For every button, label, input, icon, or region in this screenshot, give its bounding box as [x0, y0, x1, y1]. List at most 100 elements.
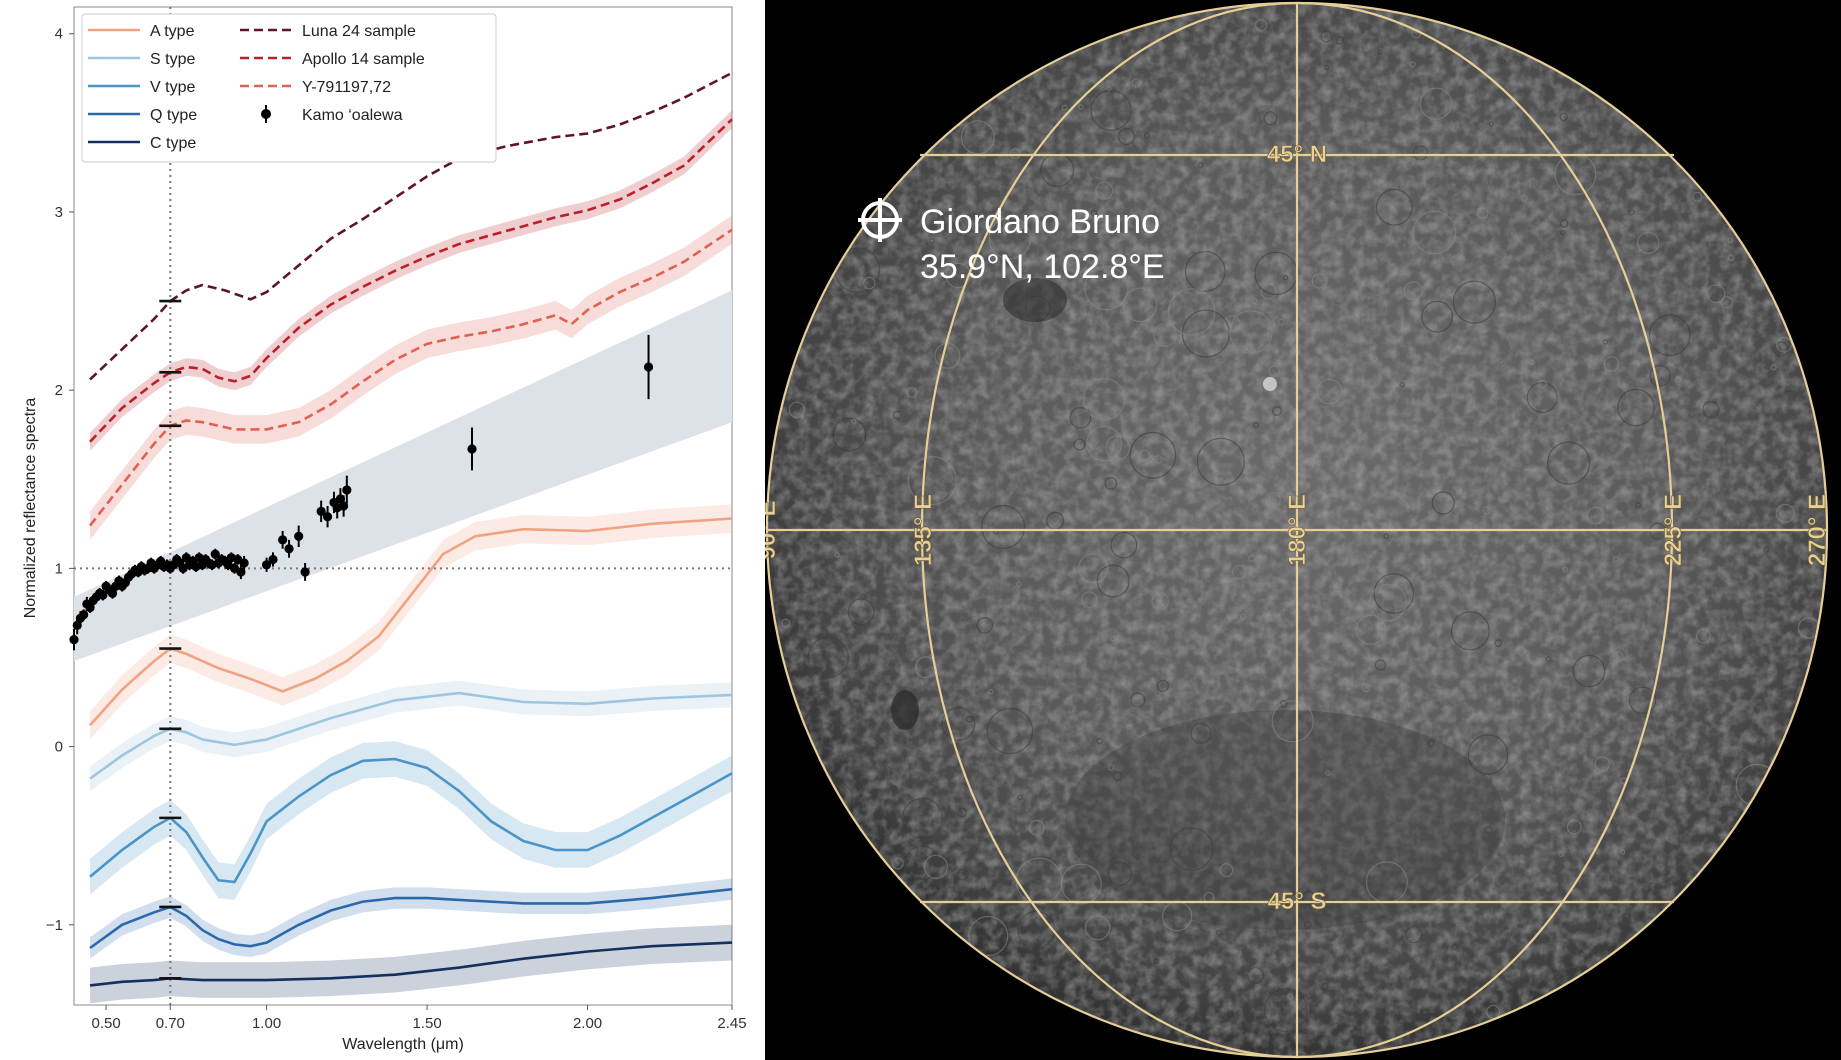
crater: [1144, 132, 1151, 139]
crater: [1083, 378, 1126, 421]
crater: [1271, 700, 1314, 743]
crater: [1375, 188, 1413, 226]
crater: [1692, 191, 1703, 202]
x-tick-label: 1.50: [412, 1015, 441, 1032]
crosshair-icon: [858, 198, 902, 242]
crater: [1413, 145, 1429, 161]
crater: [1594, 756, 1611, 772]
crater: [1104, 477, 1118, 490]
crater: [1520, 194, 1528, 202]
lunar-map-panel: 45° N 45° S 90° E 135° E 180° E 225° E 2…: [765, 0, 1841, 1060]
lat-label-45n: 45° N: [1267, 141, 1327, 168]
crater: [1467, 734, 1509, 775]
crater: [1316, 378, 1343, 405]
crater: [1112, 771, 1123, 781]
crater: [809, 900, 831, 922]
crater: [1129, 431, 1177, 479]
crater: [1197, 162, 1204, 168]
crater: [1078, 104, 1084, 110]
kamo-oalewa-point: [294, 531, 304, 541]
crater: [1017, 794, 1023, 801]
crater: [1122, 287, 1158, 323]
crater: [965, 715, 973, 723]
crater: [986, 707, 1034, 755]
crater: [1196, 437, 1245, 486]
crater: [891, 857, 904, 870]
crater: [851, 418, 857, 424]
crater: [1268, 365, 1281, 377]
legend-label: Luna 24 sample: [302, 23, 416, 40]
crater: [1486, 1004, 1501, 1019]
crater: [1248, 554, 1256, 563]
crater: [1706, 284, 1726, 304]
grid-overlay: [765, 1, 1829, 1059]
crater: [1602, 339, 1609, 345]
crater: [1373, 573, 1415, 614]
crater: [1130, 692, 1146, 708]
mare-region: [891, 690, 919, 730]
legend-label: C type: [150, 135, 196, 152]
crater: [903, 816, 909, 822]
bright-crater: [1263, 377, 1277, 391]
x-tick-label: 0.50: [91, 1015, 120, 1032]
crater: [1727, 254, 1735, 262]
crater: [1096, 262, 1105, 271]
reflectance-chart: 0.50 0.70 1.00 1.50 2.00 2.45 −1 0 1 2 3 4 Waveleng…: [22, 6, 747, 1053]
y-tick-label: 3: [55, 204, 63, 221]
crater: [1538, 301, 1544, 308]
crater: [1377, 49, 1383, 55]
kamo-oalewa-point: [300, 567, 310, 577]
x-tick-label: 2.00: [573, 1015, 602, 1032]
crater: [1409, 61, 1416, 68]
crater: [1494, 639, 1503, 647]
crater: [1081, 591, 1098, 608]
crater: [1105, 435, 1131, 461]
legend-entries: A type S type V type Q type C type Luna 24 sa…: [88, 23, 425, 152]
crater: [965, 54, 972, 61]
crater: [1325, 770, 1331, 776]
crater: [1321, 982, 1329, 991]
crater: [1361, 683, 1371, 693]
legend-label: Kamo ‘oalewa: [302, 107, 403, 124]
lon-label-270e: 270° E: [1804, 494, 1831, 566]
crater: [1772, 244, 1796, 268]
legend-label: Apollo 14 sample: [302, 51, 425, 68]
crater: [914, 127, 922, 134]
crater: [1287, 993, 1294, 1000]
crater: [1560, 219, 1569, 228]
crater: [1628, 209, 1635, 216]
lon-label-180e: 180° E: [1284, 494, 1311, 566]
x-tick-label: 1.00: [252, 1015, 281, 1032]
legend-label: Y-791197,72: [302, 79, 391, 96]
crater: [1807, 1002, 1813, 1008]
kamo-oalewa-point: [98, 590, 108, 600]
crater: [1727, 237, 1734, 243]
y-tick-label: −1: [46, 917, 63, 934]
legend-label: A type: [150, 23, 195, 40]
kamo-oalewa-point: [467, 444, 477, 454]
crater: [1399, 381, 1405, 388]
crater: [1095, 181, 1114, 200]
crater: [981, 505, 1026, 550]
crater: [1107, 764, 1115, 771]
crater: [1355, 614, 1386, 645]
target-name: Giordano Bruno: [920, 203, 1160, 241]
crater: [1459, 15, 1465, 21]
y-tick-label: 0: [55, 739, 63, 756]
crater: [1097, 1022, 1103, 1029]
kamo-oalewa-point: [322, 512, 333, 522]
y-tick-label: 1: [55, 560, 63, 577]
crater: [1120, 35, 1128, 43]
crater: [1017, 910, 1056, 949]
crater: [1482, 506, 1491, 515]
crater: [1167, 288, 1216, 336]
crater: [807, 636, 849, 679]
crater: [1069, 406, 1092, 429]
crater: [1219, 863, 1234, 877]
crater: [1335, 36, 1345, 45]
crater: [818, 692, 828, 702]
crater: [948, 81, 964, 97]
crater: [1702, 400, 1720, 418]
apollo-14-sample-line: [89, 118, 733, 443]
crater: [1732, 138, 1740, 146]
